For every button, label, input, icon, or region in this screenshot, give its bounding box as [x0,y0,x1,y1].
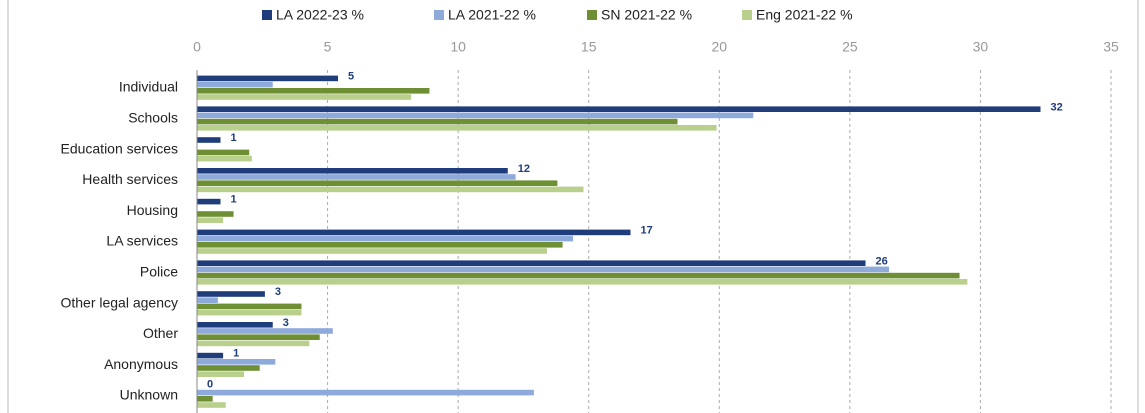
bar [197,309,302,316]
legend-swatch [587,10,597,20]
x-tick-label: 10 [450,39,466,55]
bar [197,334,320,340]
legend-swatch [262,10,272,20]
value-label: 1 [233,348,239,360]
x-tick-label: 30 [973,39,989,55]
y-tick-label: Police [140,264,178,280]
bar [197,137,221,143]
bar [197,81,273,88]
bar [197,174,516,180]
y-tick-label: Individual [119,79,178,95]
y-tick-label: Education services [60,140,178,156]
x-tick-label: 20 [711,39,727,55]
bar [197,186,584,193]
value-label: 1 [231,194,237,206]
y-tick-label: Other legal agency [60,294,178,310]
bar [197,235,574,242]
bar [197,168,508,174]
y-tick-label: Other [143,325,178,341]
bar [197,229,631,236]
bar [197,352,224,359]
bar [197,180,558,186]
bar [197,365,260,371]
x-tick-label: 35 [1103,39,1119,55]
legend-swatch [742,10,752,20]
value-label: 26 [876,255,888,267]
value-label: 32 [1050,101,1062,113]
x-tick-label: 5 [324,39,332,55]
bar [197,94,412,100]
legend-label: Eng 2021-22 % [756,7,853,23]
bar [197,279,968,285]
y-tick-label: Housing [127,202,178,218]
bar [197,402,226,408]
value-label: 1 [231,132,237,144]
bar [197,340,310,347]
bar [197,291,265,297]
y-tick-label: Health services [82,171,178,187]
bar [197,322,273,328]
y-tick-label: Schools [128,110,178,126]
value-label: 17 [640,225,652,237]
bar [197,328,333,334]
x-tick-label: 15 [581,39,597,55]
bar [197,303,302,310]
legend-label: LA 2022-23 % [276,7,364,23]
bar [197,297,218,303]
x-tick-label: 25 [842,39,858,55]
bar [197,88,430,94]
bar [197,149,250,156]
bar [197,217,224,223]
bars [197,75,1041,408]
value-label: 3 [275,286,281,298]
value-label: 0 [207,379,213,391]
bar [197,248,547,254]
bar [197,118,678,125]
bar [197,106,1041,112]
value-label: 3 [283,317,289,329]
y-tick-label: Anonymous [104,356,178,372]
y-tick-label: LA services [106,233,178,249]
bar [197,359,276,365]
bar [197,155,252,162]
bar [197,396,213,402]
bar [197,198,221,205]
legend-label: LA 2021-22 % [448,7,536,23]
legend-swatch [434,10,444,20]
bar [197,389,534,396]
bar [197,125,717,131]
bar [197,75,339,82]
bar [197,272,960,279]
bar [197,112,754,119]
y-tick-label: Unknown [120,387,178,403]
x-tick-label: 0 [193,39,201,55]
bar [197,211,234,217]
value-label: 12 [518,163,530,175]
value-label: 5 [348,71,354,83]
bar [197,242,563,248]
bar [197,260,866,266]
bar [197,371,245,377]
bar [197,266,890,273]
legend-label: SN 2021-22 % [601,7,692,23]
